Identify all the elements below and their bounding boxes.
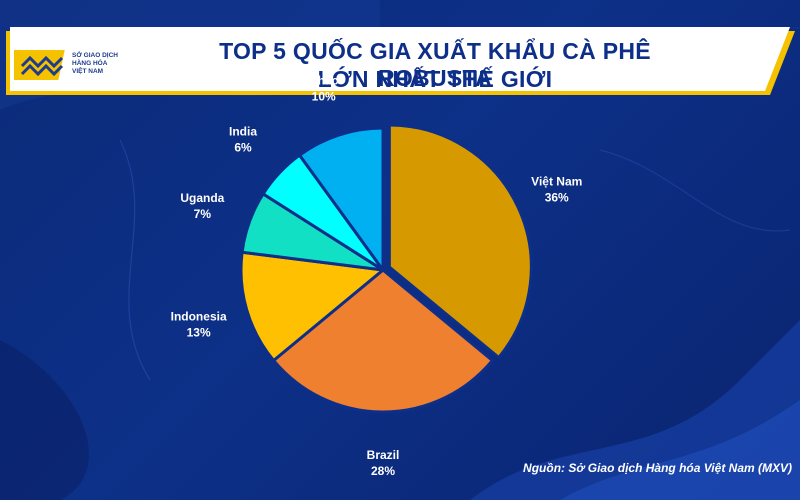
slice-label-0: Việt Nam xyxy=(531,174,582,188)
pie-slice-2 xyxy=(239,250,385,363)
slice-label-5: Khác xyxy=(309,73,339,87)
logo-emblem-icon xyxy=(6,50,65,80)
slice-value-1: 28% xyxy=(371,464,395,478)
slice-label-4: India xyxy=(229,125,257,139)
mxv-logo: SỞ GIAO DỊCH HÀNG HÓA VIỆT NAM xyxy=(6,44,122,90)
slice-label-3: Uganda xyxy=(180,191,224,205)
pie-slice-0 xyxy=(387,123,533,360)
logo-text-3: VIỆT NAM xyxy=(72,68,104,75)
title-banner xyxy=(0,27,800,95)
source-note: Nguồn: Sở Giao dịch Hàng hóa Việt Nam (M… xyxy=(523,461,792,475)
pie-slice-1 xyxy=(272,268,494,414)
slice-value-5: 10% xyxy=(312,89,336,103)
slice-value-4: 6% xyxy=(234,141,252,155)
slice-value-3: 7% xyxy=(194,207,212,221)
logo-text-1: SỞ GIAO DỊCH xyxy=(72,52,118,59)
chart-title-line-2: LỚN NHẤT THẾ GIỚI xyxy=(317,66,553,92)
pie-slice-5 xyxy=(298,126,385,272)
slice-value-0: 36% xyxy=(545,190,569,204)
chart-title-line-1: TOP 5 QUỐC GIA XUẤT KHẨU CÀ PHÊ ROBUSTA xyxy=(219,38,651,91)
slice-value-2: 13% xyxy=(187,326,211,340)
slice-label-1: Brazil xyxy=(367,448,400,462)
logo-text-2: HÀNG HÓA xyxy=(72,60,108,67)
slice-label-2: Indonesia xyxy=(171,310,227,324)
